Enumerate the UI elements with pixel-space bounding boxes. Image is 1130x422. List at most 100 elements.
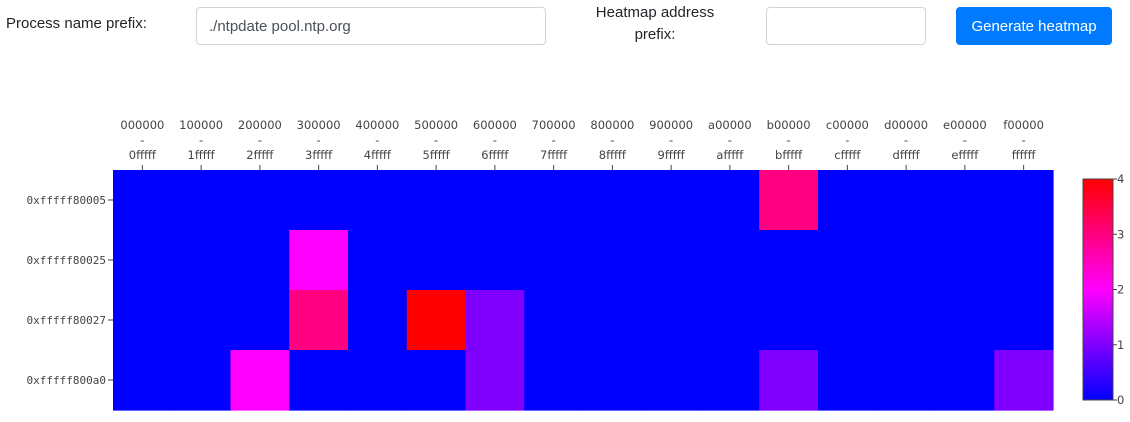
- heatmap-cell[interactable]: [700, 170, 760, 231]
- x-tick-label: 100000 -1fffff: [179, 118, 223, 162]
- heatmap-cell[interactable]: [876, 290, 937, 351]
- heatmap-label-line2: prefix:: [634, 26, 676, 43]
- heatmap-cell[interactable]: [994, 350, 1054, 411]
- heatmap-cell[interactable]: [406, 290, 467, 351]
- heatmap-cell[interactable]: [230, 350, 290, 411]
- y-tick-label: 0xfffff80025: [27, 254, 106, 267]
- heatmap-cell[interactable]: [230, 170, 290, 231]
- heatmap-cell[interactable]: [289, 350, 349, 411]
- heatmap-cell[interactable]: [935, 170, 995, 231]
- heatmap-cell[interactable]: [700, 350, 760, 411]
- heatmap-cell[interactable]: [641, 350, 702, 411]
- x-tick-label: 400000 -4fffff: [355, 118, 399, 162]
- heatmap-cell[interactable]: [113, 290, 173, 351]
- heatmap-cell[interactable]: [876, 350, 937, 411]
- x-tick-label: 500000 -5fffff: [414, 118, 458, 162]
- y-tick-label: 0xfffff800a0: [27, 374, 106, 387]
- heatmap-cell[interactable]: [406, 170, 467, 231]
- heatmap-label-line1: Heatmap address: [595, 4, 715, 21]
- heatmap-cell[interactable]: [759, 230, 819, 291]
- heatmap-cell[interactable]: [876, 170, 937, 231]
- heatmap-cell[interactable]: [171, 230, 232, 291]
- heatmap-cell[interactable]: [113, 230, 173, 291]
- heatmap-cell[interactable]: [289, 170, 349, 231]
- colorbar: 0 1 2 3 4: [1082, 172, 1124, 407]
- heatmap-cell[interactable]: [230, 290, 290, 351]
- colorbar-tick-label: 4: [1117, 172, 1124, 186]
- heatmap-cell[interactable]: [524, 170, 584, 231]
- heatmap-cell[interactable]: [171, 350, 232, 411]
- heatmap-cell[interactable]: [524, 350, 584, 411]
- heatmap-cell[interactable]: [759, 170, 819, 231]
- heatmap-cell[interactable]: [876, 230, 937, 291]
- heatmap-cell[interactable]: [994, 290, 1054, 351]
- x-tick-label: b00000 -bfffff: [767, 118, 811, 162]
- heatmap-cell[interactable]: [406, 230, 467, 291]
- heatmap-cell[interactable]: [465, 170, 525, 231]
- heatmap-cell[interactable]: [348, 350, 408, 411]
- heatmap-cell[interactable]: [583, 350, 643, 411]
- y-tick-label: 0xfffff80027: [27, 314, 106, 327]
- x-tick-label: 000000 -0fffff: [120, 118, 164, 162]
- heatmap-cell[interactable]: [700, 230, 760, 291]
- x-tick-label: 700000 -7fffff: [532, 118, 576, 162]
- heatmap-cell[interactable]: [641, 230, 702, 291]
- heatmap-cell[interactable]: [994, 230, 1054, 291]
- heatmap-cell[interactable]: [524, 290, 584, 351]
- heatmap-cell[interactable]: [289, 230, 349, 291]
- x-tick-label: 300000 -3fffff: [297, 118, 341, 162]
- heatmap-cell[interactable]: [524, 230, 584, 291]
- heatmap-cell[interactable]: [348, 170, 408, 231]
- heatmap-cell[interactable]: [230, 230, 290, 291]
- colorbar-tick-label: 3: [1117, 227, 1124, 241]
- x-axis: 000000 -0fffff 100000 -1fffff 200000 -2fffff 3…: [120, 118, 1044, 170]
- heatmap-cell[interactable]: [759, 350, 819, 411]
- colorbar-tick-label: 1: [1117, 338, 1124, 352]
- heatmap-cell[interactable]: [818, 350, 878, 411]
- heatmap-cell[interactable]: [700, 290, 760, 351]
- heatmap-cell[interactable]: [406, 350, 467, 411]
- x-tick-label: 900000 -9fffff: [649, 118, 693, 162]
- heatmap-cell[interactable]: [935, 350, 995, 411]
- colorbar-tick-label: 0: [1117, 393, 1124, 407]
- heatmap-cell[interactable]: [583, 290, 643, 351]
- x-tick-label: 600000 -6fffff: [473, 118, 517, 162]
- heatmap-cell[interactable]: [465, 230, 525, 291]
- process-name-prefix-input[interactable]: [196, 7, 546, 45]
- heatmap-cell[interactable]: [465, 350, 525, 411]
- heatmap-cell[interactable]: [818, 230, 878, 291]
- heatmap-cell[interactable]: [935, 290, 995, 351]
- heatmap-cell[interactable]: [583, 230, 643, 291]
- x-tick-label: e00000 -efffff: [943, 118, 987, 162]
- heatmap-cells: [113, 170, 1054, 411]
- heatmap-cell[interactable]: [818, 290, 878, 351]
- x-tick-label: a00000 -afffff: [708, 118, 752, 162]
- heatmap-cell[interactable]: [759, 290, 819, 351]
- heatmap-cell[interactable]: [935, 230, 995, 291]
- x-tick-label: 800000 -8fffff: [590, 118, 634, 162]
- heatmap-cell[interactable]: [818, 170, 878, 231]
- heatmap-address-prefix-input[interactable]: [766, 7, 926, 45]
- x-tick-label: d00000 -dfffff: [884, 118, 928, 162]
- x-tick-label: c00000 -cfffff: [826, 118, 869, 162]
- x-tick-label: f00000 -ffffff: [1003, 118, 1044, 162]
- heatmap-cell[interactable]: [641, 170, 702, 231]
- heatmap-cell[interactable]: [289, 290, 349, 351]
- heatmap-cell[interactable]: [171, 290, 232, 351]
- heatmap-cell[interactable]: [171, 170, 232, 231]
- colorbar-gradient: [1082, 178, 1114, 401]
- heatmap-cell[interactable]: [641, 290, 702, 351]
- heatmap-cell[interactable]: [113, 350, 173, 411]
- process-name-prefix-label: Process name prefix:: [6, 15, 147, 32]
- y-tick-label: 0xfffff80005: [27, 194, 106, 207]
- heatmap-cell[interactable]: [348, 290, 408, 351]
- generate-heatmap-button[interactable]: Generate heatmap: [956, 7, 1112, 45]
- heatmap-cell[interactable]: [994, 170, 1054, 231]
- y-axis: 0xfffff80005 0xfffff80025 0xfffff80027 0xff…: [27, 194, 113, 387]
- heatmap-cell[interactable]: [348, 230, 408, 291]
- x-tick-label: 200000 -2fffff: [238, 118, 282, 162]
- heatmap-cell[interactable]: [113, 170, 173, 231]
- heatmap-cell[interactable]: [465, 290, 525, 351]
- heatmap-cell[interactable]: [583, 170, 643, 231]
